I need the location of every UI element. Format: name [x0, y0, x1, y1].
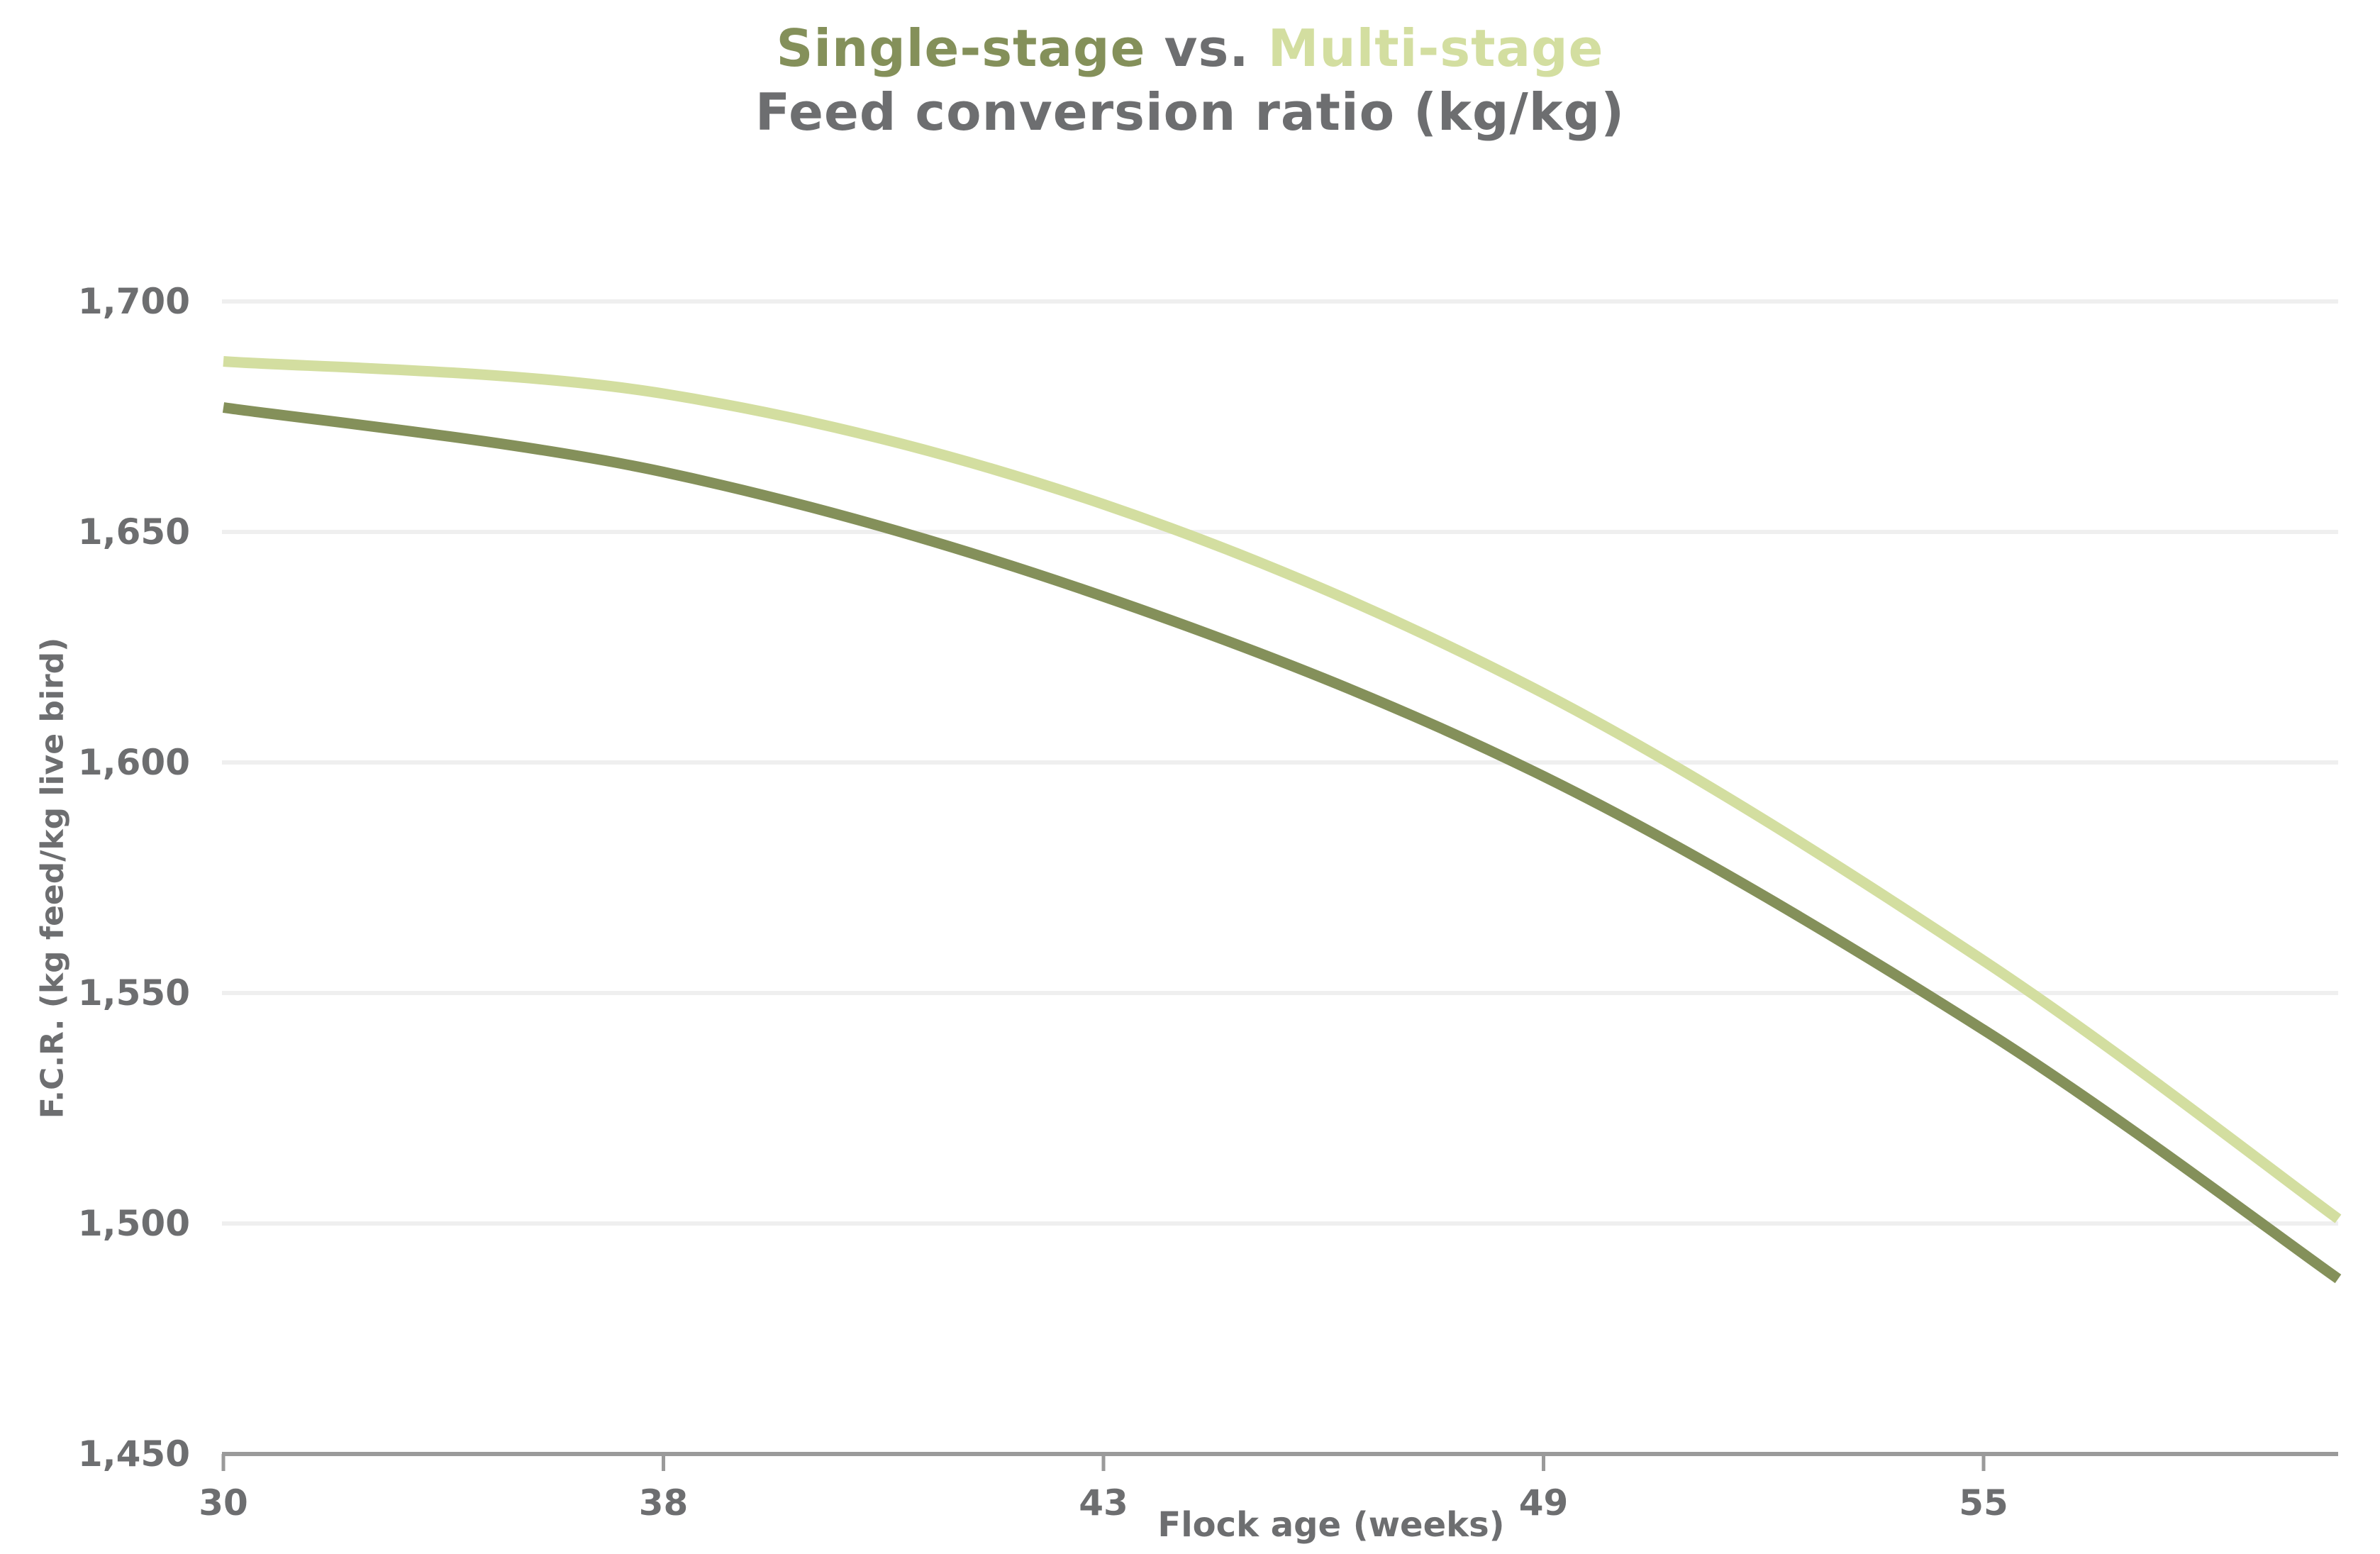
y-tick-label: 1,500	[78, 1203, 190, 1244]
title-series-multi-stage: Multi-stage	[1267, 18, 1604, 78]
y-tick-label: 1,700	[78, 281, 190, 322]
series-curve-multi-stage	[223, 356, 2342, 1223]
title-vs-text: vs.	[1145, 18, 1268, 78]
x-tick-label: 30	[199, 1482, 248, 1524]
x-tick-label: 55	[1959, 1482, 2008, 1524]
y-tick-label: 1,550	[78, 972, 190, 1014]
chart-title: Single-stage vs. Multi-stage	[0, 18, 2380, 78]
chart-subtitle: Feed conversion ratio (kg/kg)	[755, 82, 1625, 142]
y-tick-label: 1,450	[78, 1433, 190, 1475]
title-series-single-stage: Single-stage	[776, 18, 1146, 78]
y-tick-label: 1,600	[78, 742, 190, 783]
x-tick-label: 38	[639, 1482, 689, 1524]
x-axis-title: Flock age (weeks)	[1157, 1505, 1505, 1545]
series-curve-single-stage	[222, 402, 2342, 1284]
y-tick-label: 1,650	[78, 511, 190, 553]
x-tick-label: 49	[1519, 1482, 1569, 1524]
x-tick-label: 43	[1079, 1482, 1128, 1524]
